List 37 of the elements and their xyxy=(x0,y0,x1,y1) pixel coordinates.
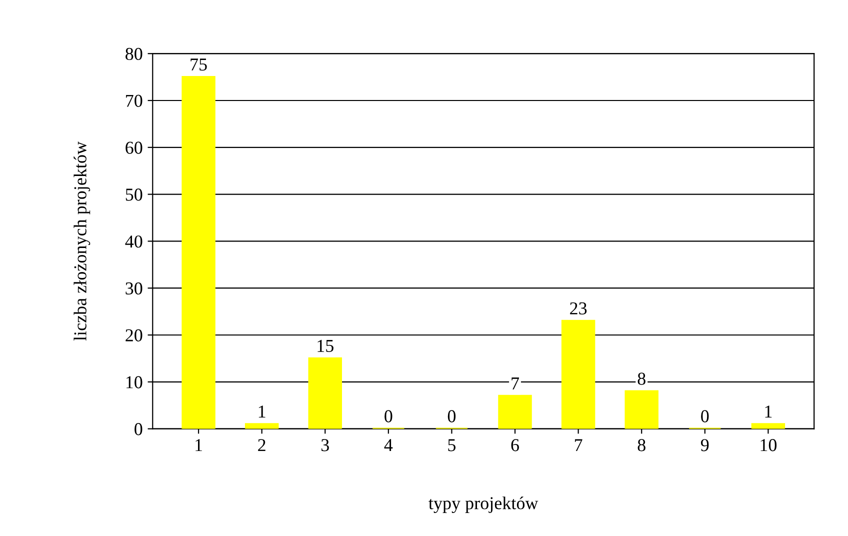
x-tick-label: 4 xyxy=(384,439,393,452)
y-tick-label: 10 xyxy=(126,376,142,388)
y-tick-label: 50 xyxy=(126,188,142,201)
x-tick-label: 7 xyxy=(574,439,582,452)
y-tick-label: 70 xyxy=(126,94,142,107)
data-label: 75 xyxy=(190,58,207,71)
x-tick-label: 5 xyxy=(448,439,456,452)
bar xyxy=(561,320,596,429)
y-tick-label: 20 xyxy=(126,329,142,342)
data-label: 0 xyxy=(701,410,709,422)
x-tick-label: 8 xyxy=(638,439,646,452)
x-axis-title: typy projektów xyxy=(428,496,538,514)
y-tick-label: 0 xyxy=(134,423,142,436)
y-axis-title: liczba złożonych projektów xyxy=(74,142,90,341)
data-label: 1 xyxy=(765,406,772,418)
bar xyxy=(308,357,342,429)
bar xyxy=(244,423,279,429)
y-tick-label: 80 xyxy=(126,48,142,60)
bar xyxy=(498,394,532,429)
bar xyxy=(624,390,658,429)
x-tick-label: 9 xyxy=(700,439,709,452)
bar xyxy=(751,423,786,429)
y-tick-label: 30 xyxy=(126,282,142,295)
data-label: 1 xyxy=(258,406,266,418)
x-tick-label: 6 xyxy=(511,439,519,452)
y-tick-label: 60 xyxy=(126,142,142,154)
data-label: 0 xyxy=(448,410,456,422)
x-tick-label: 2 xyxy=(258,439,266,452)
data-label: 0 xyxy=(384,410,392,422)
x-tick-label: 3 xyxy=(321,439,329,452)
data-label: 8 xyxy=(638,372,646,385)
x-tick-label: 10 xyxy=(760,439,777,452)
data-label: 7 xyxy=(512,378,520,390)
x-tick-label: 1 xyxy=(196,439,202,452)
y-tick-label: 40 xyxy=(125,235,142,248)
data-label: 15 xyxy=(318,340,334,352)
data-label: 23 xyxy=(570,302,587,314)
